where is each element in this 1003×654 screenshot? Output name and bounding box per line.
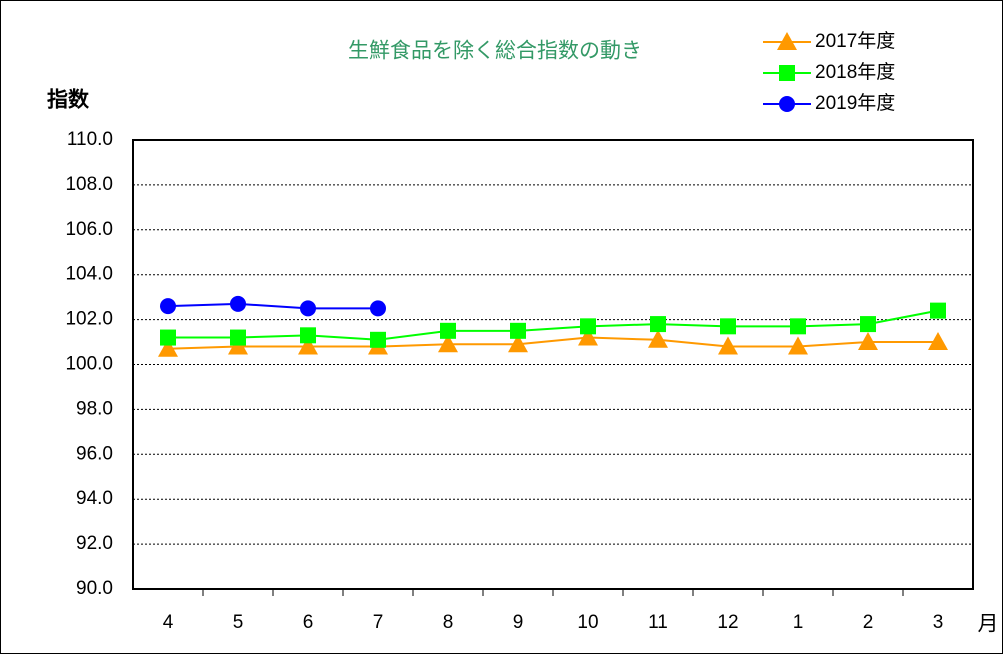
data-point — [300, 300, 316, 317]
x-tick-label: 8 — [443, 612, 454, 633]
x-tick-label: 10 — [577, 612, 598, 633]
x-axis-label: 月 — [978, 613, 999, 636]
legend-label: 2017年度 — [815, 30, 895, 52]
legend-marker — [779, 96, 795, 112]
x-tick-label: 3 — [933, 612, 944, 633]
y-tick-label: 104.0 — [65, 264, 113, 285]
data-point — [580, 318, 596, 335]
data-point — [788, 336, 808, 355]
y-tick-label: 110.0 — [67, 129, 113, 150]
x-tick-label: 1 — [793, 612, 804, 633]
series-line — [167, 302, 378, 310]
x-tick-label: 9 — [513, 612, 524, 633]
series-line — [167, 336, 938, 350]
x-tick-label: 4 — [163, 612, 174, 633]
data-point — [298, 336, 318, 355]
x-tick-label: 7 — [373, 612, 384, 633]
series-line — [168, 309, 939, 341]
data-point — [510, 322, 526, 339]
y-tick-label: 108.0 — [65, 174, 113, 195]
y-tick-label: 102.0 — [65, 309, 113, 330]
data-point — [370, 331, 386, 348]
x-tick-label: 11 — [648, 612, 668, 633]
y-tick-label: 100.0 — [65, 354, 113, 375]
y-tick-label: 98.0 — [76, 398, 113, 419]
data-point — [230, 329, 246, 346]
data-point — [370, 300, 386, 317]
legend-marker — [777, 32, 797, 50]
data-point — [440, 322, 456, 339]
data-point — [578, 327, 598, 346]
legend-marker — [779, 65, 795, 81]
y-tick-label: 90.0 — [76, 578, 113, 599]
data-point — [718, 336, 738, 355]
y-tick-label: 92.0 — [76, 533, 113, 554]
y-tick-label: 96.0 — [76, 443, 113, 464]
data-point — [930, 302, 946, 319]
data-point — [858, 332, 878, 351]
x-tick-label: 5 — [233, 612, 244, 633]
data-point — [648, 329, 668, 348]
x-tick-label: 6 — [303, 612, 314, 633]
data-point — [928, 332, 948, 351]
legend-label: 2018年度 — [815, 61, 895, 83]
y-tick-label: 106.0 — [65, 219, 113, 240]
x-tick-label: 12 — [717, 612, 738, 633]
data-point — [160, 298, 176, 315]
data-point — [300, 327, 316, 344]
data-point — [158, 338, 178, 357]
legend-label: 2019年度 — [815, 92, 895, 114]
data-point — [508, 334, 528, 353]
y-tick-label: 94.0 — [76, 488, 113, 509]
data-point — [650, 316, 666, 333]
data-point — [790, 318, 806, 335]
data-point — [230, 295, 246, 312]
data-point — [438, 334, 458, 353]
chart-title: 生鮮食品を除く総合指数の動き — [348, 40, 642, 63]
x-tick-label: 2 — [863, 612, 874, 633]
data-point — [160, 329, 176, 346]
data-point — [860, 316, 876, 333]
y-axis-label: 指数 — [47, 89, 90, 112]
data-point — [720, 318, 736, 335]
